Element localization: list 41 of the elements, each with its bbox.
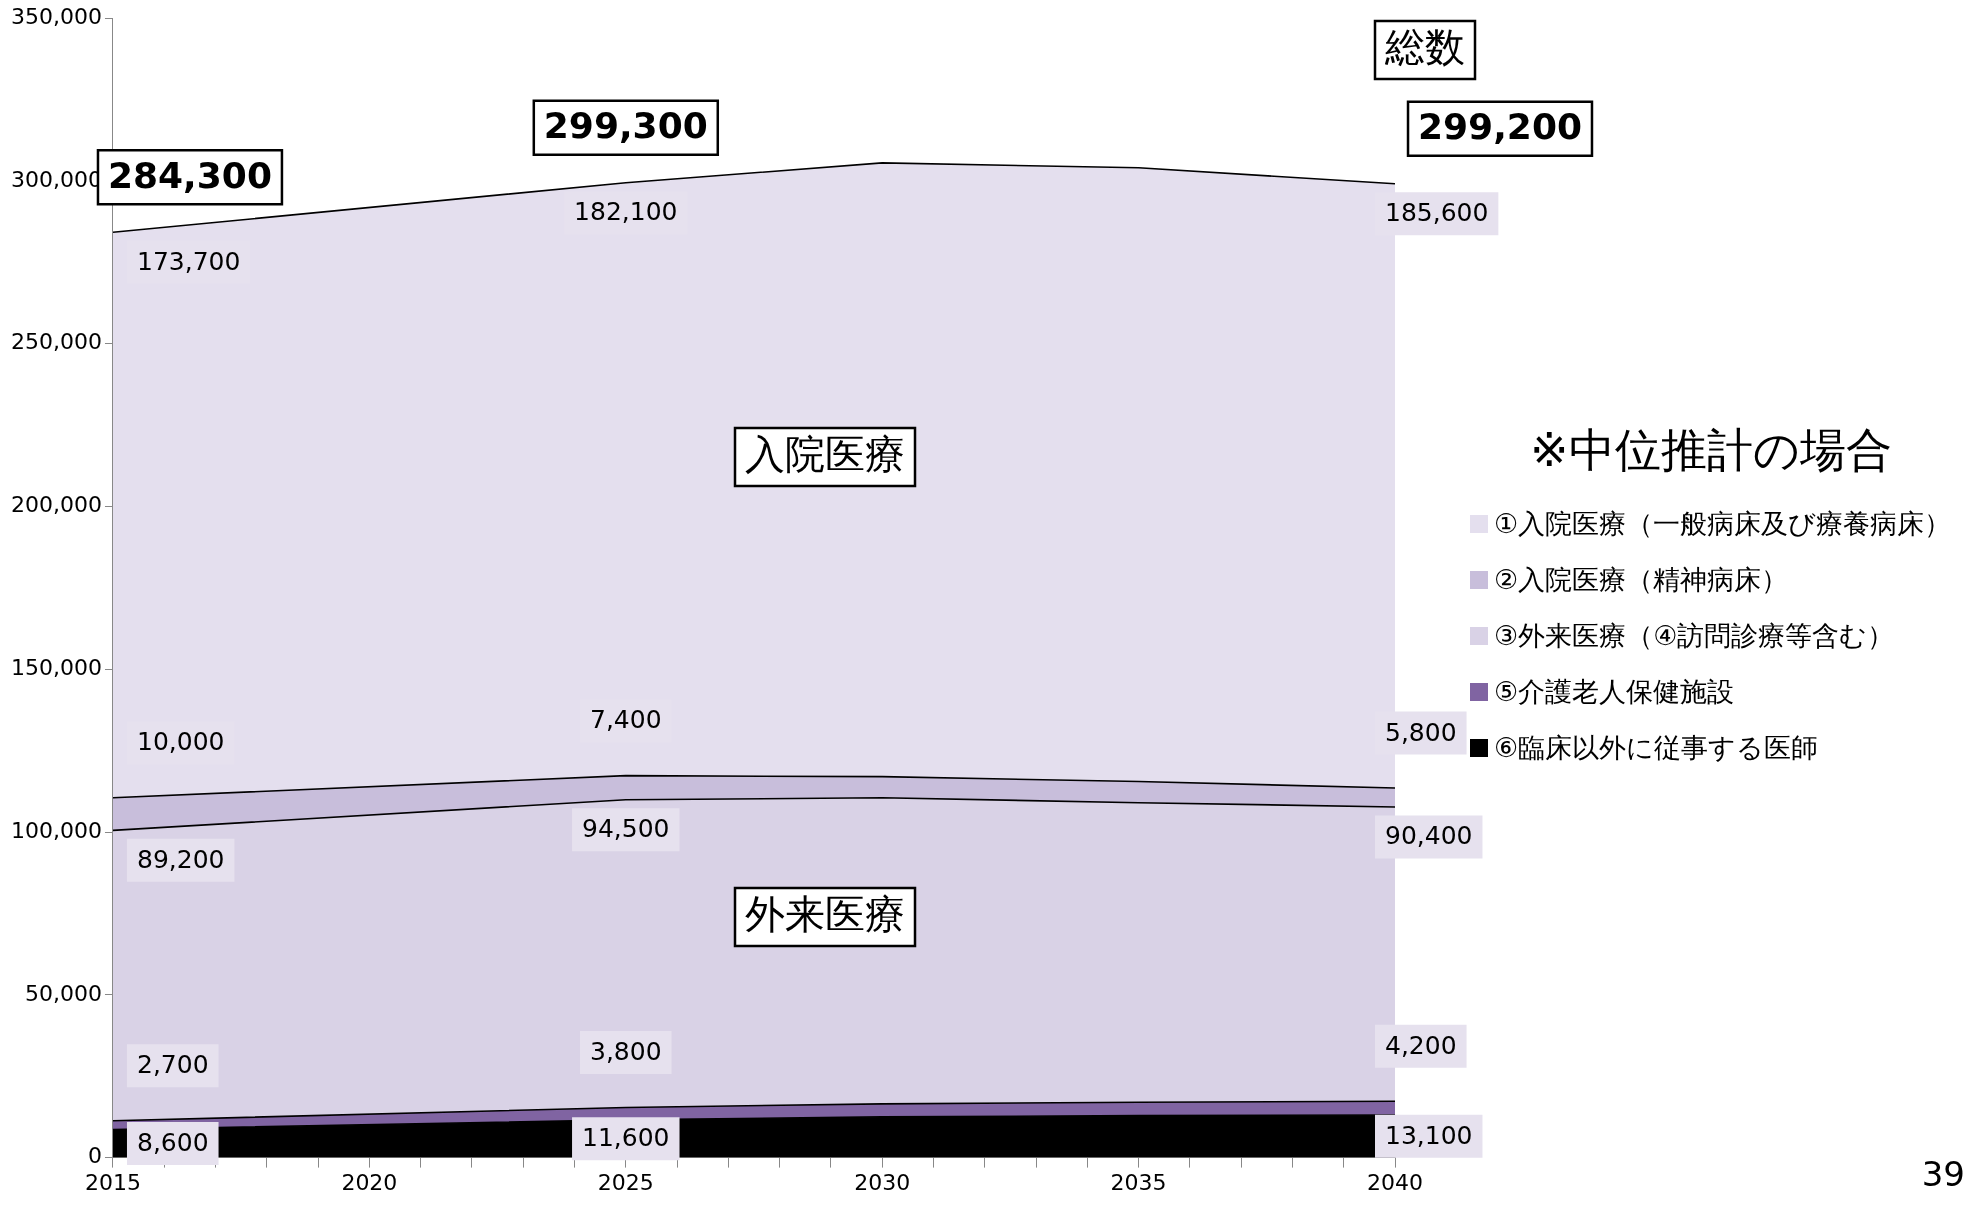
legend-label: ③外来医療（④訪問診療等含む） xyxy=(1494,619,1895,653)
annotation: 外来医療 xyxy=(745,891,905,938)
data-label: 7,400 xyxy=(590,705,662,735)
legend-label: ②入院医療（精神病床） xyxy=(1494,563,1789,597)
data-label: 173,700 xyxy=(136,246,241,276)
data-label: 5,800 xyxy=(1385,717,1457,747)
y-tick-label: 0 xyxy=(87,1143,102,1169)
data-label: 13,100 xyxy=(1385,1120,1473,1150)
annotation: 284,300 xyxy=(107,154,272,196)
x-tick-label: 2015 xyxy=(84,1169,141,1195)
data-label: 11,600 xyxy=(582,1123,670,1153)
x-tick-label: 2035 xyxy=(1110,1169,1167,1195)
x-tick-label: 2030 xyxy=(854,1169,911,1195)
x-tick-label: 2020 xyxy=(341,1169,398,1195)
legend-label: ⑤介護老人保健施設 xyxy=(1494,675,1735,709)
legend-title: ※中位推計の場合 xyxy=(1530,422,1893,479)
data-label: 3,800 xyxy=(590,1036,662,1066)
data-label: 4,200 xyxy=(1385,1030,1457,1060)
data-label: 2,700 xyxy=(136,1050,209,1080)
y-tick-label: 50,000 xyxy=(24,980,102,1006)
legend-label: ①入院医療（一般病床及び療養病床） xyxy=(1494,507,1952,541)
annotation: 総数 xyxy=(1384,24,1465,71)
data-label: 94,500 xyxy=(582,814,670,844)
data-label: 8,600 xyxy=(136,1128,209,1158)
x-tick-label: 2025 xyxy=(597,1169,654,1195)
y-tick-label: 100,000 xyxy=(10,817,102,843)
y-tick-label: 350,000 xyxy=(10,3,102,29)
y-tick-label: 150,000 xyxy=(10,654,102,680)
text: 39 xyxy=(1921,1154,1965,1194)
data-label: 185,600 xyxy=(1385,198,1489,228)
y-tick-label: 250,000 xyxy=(10,329,102,355)
legend-label: ⑥臨床以外に従事する医師 xyxy=(1494,731,1819,765)
text: 299,200 xyxy=(1418,106,1582,148)
data-label: 90,400 xyxy=(1385,821,1473,851)
data-label: 89,200 xyxy=(136,844,225,874)
annotation: 299,300 xyxy=(543,105,708,147)
x-tick-label: 2040 xyxy=(1367,1169,1423,1195)
data-label: 10,000 xyxy=(136,727,225,757)
annotation: 入院医療 xyxy=(745,431,905,478)
data-label: 182,100 xyxy=(574,197,678,227)
y-tick-label: 200,000 xyxy=(10,492,102,518)
